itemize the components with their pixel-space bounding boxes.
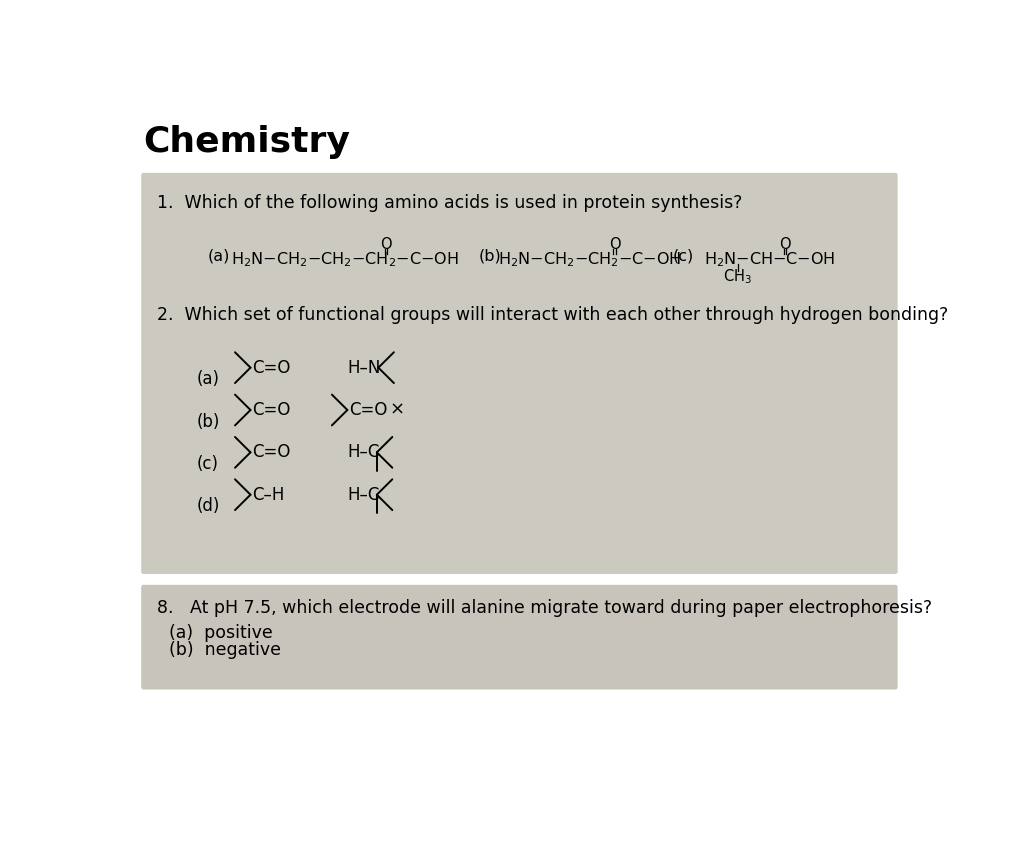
FancyBboxPatch shape [142, 173, 897, 574]
Text: C=O: C=O [252, 444, 290, 462]
Text: (d): (d) [196, 497, 219, 515]
Text: 2.  Which set of functional groups will interact with each other through hydroge: 2. Which set of functional groups will i… [158, 306, 948, 324]
Text: ×: × [389, 401, 404, 419]
Text: (b): (b) [478, 248, 501, 264]
Text: O: O [609, 237, 620, 252]
Text: (c): (c) [672, 248, 694, 264]
Text: 8.   At pH 7.5, which electrode will alanine migrate toward during paper electro: 8. At pH 7.5, which electrode will alani… [158, 598, 932, 616]
Text: C–H: C–H [252, 485, 284, 504]
Text: O: O [380, 237, 391, 252]
Text: H–C: H–C [347, 444, 379, 462]
Text: Chemistry: Chemistry [144, 125, 350, 159]
Text: 1.  Which of the following amino acids is used in protein synthesis?: 1. Which of the following amino acids is… [158, 195, 742, 212]
Text: (a): (a) [207, 248, 231, 264]
Text: H$_2$N$-$CH$-$C$-$OH: H$_2$N$-$CH$-$C$-$OH [704, 251, 834, 269]
Text: H–N: H–N [347, 359, 380, 377]
FancyBboxPatch shape [142, 585, 897, 689]
Text: H$_2$N$-$CH$_2$$-$CH$_2$$-$C$-$OH: H$_2$N$-$CH$_2$$-$CH$_2$$-$C$-$OH [498, 251, 681, 269]
Text: C=O: C=O [252, 359, 290, 377]
Text: (b): (b) [196, 412, 219, 431]
Text: C=O: C=O [252, 401, 290, 419]
Text: (c): (c) [196, 455, 218, 473]
Text: (a): (a) [196, 371, 219, 388]
Text: H$_2$N$-$CH$_2$$-$CH$_2$$-$CH$_2$$-$C$-$OH: H$_2$N$-$CH$_2$$-$CH$_2$$-$CH$_2$$-$C$-$… [231, 251, 459, 269]
Text: (b)  negative: (b) negative [169, 641, 281, 659]
Text: H–C: H–C [347, 485, 379, 504]
Text: CH$_3$: CH$_3$ [723, 268, 752, 286]
Text: (a)  positive: (a) positive [169, 624, 273, 642]
Text: O: O [778, 237, 791, 252]
Text: C=O: C=O [349, 401, 387, 419]
